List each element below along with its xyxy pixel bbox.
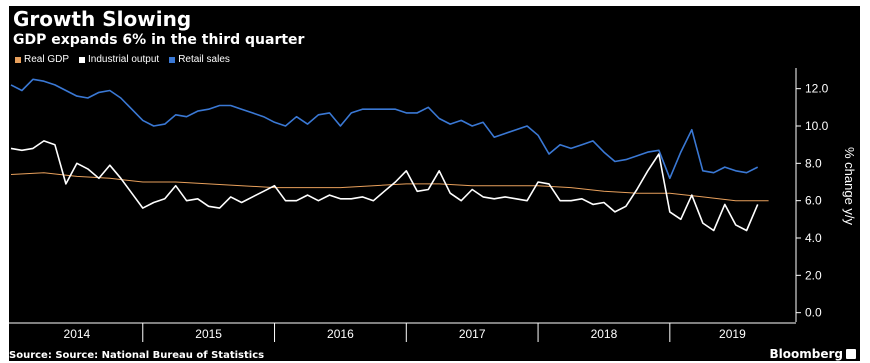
- bloomberg-logo: Bloomberg: [769, 347, 856, 361]
- brand-mark-icon: [846, 349, 856, 359]
- x-tick-label-2016: 2016: [327, 327, 354, 341]
- legend-label-retail-sales: Retail sales: [178, 54, 230, 65]
- series-line-retail-sales: [10, 78, 759, 180]
- x-tick-label-2014: 2014: [64, 327, 91, 341]
- chart-subtitle: GDP expands 6% in the third quarter: [13, 32, 305, 48]
- brand-text: Bloomberg: [769, 347, 844, 361]
- legend-item-real-gdp: Real GDP: [15, 54, 69, 66]
- x-tick-label-2018: 2018: [591, 327, 618, 341]
- y-axis-title: % change y/y: [842, 147, 857, 226]
- x-tick-label-2017: 2017: [459, 327, 486, 341]
- y-tick-label-3: 6.0: [805, 194, 822, 208]
- legend-swatch-real-gdp: [15, 57, 21, 63]
- legend-swatch-retail-sales: [169, 57, 176, 63]
- source-note: Source: Source: National Bureau of Stati…: [9, 350, 265, 361]
- y-tick-label-6: 12.0: [805, 82, 829, 96]
- y-tick-label-4: 8.0: [805, 156, 822, 170]
- chart-legend: Real GDP Industrial output Retail sales: [15, 54, 230, 66]
- series-line-real-gdp: [10, 172, 769, 202]
- chart-title: Growth Slowing: [13, 7, 192, 31]
- legend-item-industrial-output: Industrial output: [79, 54, 159, 66]
- legend-label-real-gdp: Real GDP: [24, 54, 70, 65]
- legend-label-industrial-output: Industrial output: [88, 54, 160, 65]
- y-tick-label-5: 10.0: [805, 119, 829, 133]
- y-tick-label-2: 4.0: [805, 231, 822, 245]
- x-tick-label-2015: 2015: [195, 327, 222, 341]
- legend-swatch-industrial-output: [79, 57, 86, 63]
- series-line-industrial-output: [10, 140, 759, 232]
- x-tick-label-2019: 2019: [719, 327, 746, 341]
- chart-frame: Growth Slowing GDP expands 6% in the thi…: [9, 6, 860, 361]
- y-tick-label-1: 2.0: [805, 268, 822, 282]
- legend-item-retail-sales: Retail sales: [169, 54, 230, 66]
- line-chart: 0.0 2.0 4.0 6.0 8.0 10.0 12.0 % change y/y 2014 2…: [9, 68, 857, 342]
- y-tick-label-0: 0.0: [805, 306, 822, 320]
